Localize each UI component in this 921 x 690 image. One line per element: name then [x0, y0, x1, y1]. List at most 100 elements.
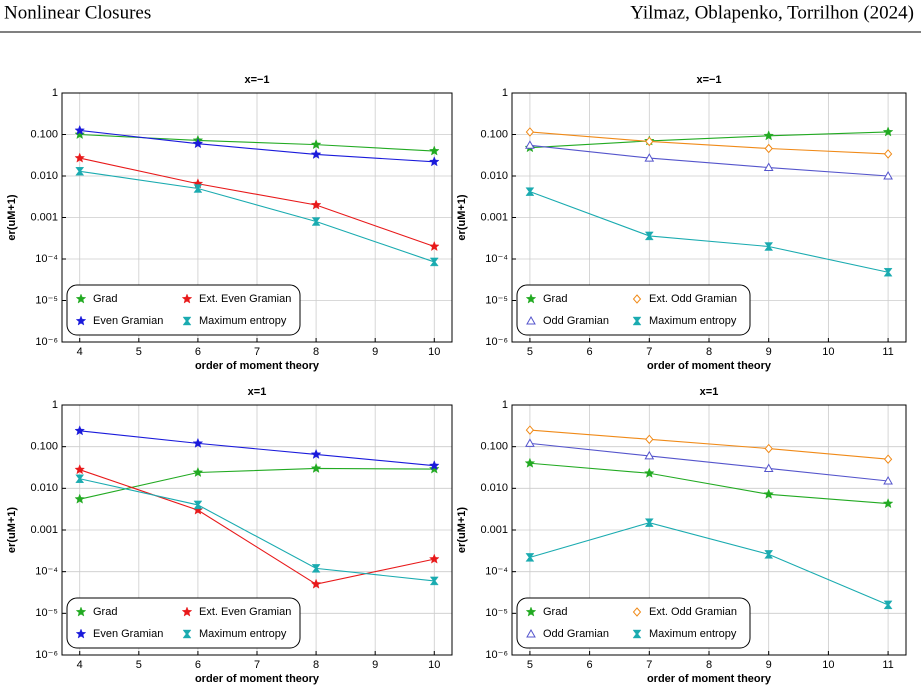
- data-point: [882, 498, 894, 509]
- chart: 10⁻⁶ 10⁻⁵ 10⁻⁴ 0.001 0.010 0.100 1 5 6 7 8 9 10 11 x=1…: [456, 386, 907, 685]
- data-point: [883, 268, 893, 277]
- data-point: [429, 257, 439, 267]
- data-point: [525, 127, 535, 137]
- x-axis-label: order of moment theory: [195, 673, 320, 685]
- data-point: [74, 493, 85, 504]
- y-tick-label: 10⁻⁵: [35, 607, 58, 619]
- x-tick-label: 8: [313, 659, 319, 671]
- y-tick-label: 0.100: [480, 441, 508, 453]
- data-point: [883, 149, 893, 159]
- legend-marker: [526, 315, 536, 325]
- data-point: [644, 467, 655, 478]
- series-line: [79, 467, 435, 500]
- data-point: [193, 500, 203, 510]
- y-tick-label: 0.010: [480, 170, 508, 182]
- data-point: [764, 143, 773, 154]
- y-tick-label: 0.010: [480, 482, 508, 494]
- plot-frame: [511, 92, 907, 343]
- chart: 10⁻⁶ 10⁻⁵ 10⁻⁴ 0.001 0.010 0.100 1 4 5 6 7 8 9 10 x=1 o…: [6, 386, 453, 685]
- y-tick-label: 10⁻⁵: [485, 294, 508, 306]
- x-tick-label: 9: [372, 346, 378, 358]
- legend-label: Ext. Even Gramian: [199, 293, 291, 305]
- x-tick-label: 7: [646, 659, 652, 671]
- legend-label: Grad: [543, 606, 567, 618]
- x-tick-label: 7: [254, 659, 260, 671]
- x-tick-label: 5: [527, 659, 533, 671]
- y-tick-label: 0.010: [30, 482, 58, 494]
- y-tick-label: 0.100: [30, 441, 58, 453]
- data-point: [429, 145, 440, 156]
- y-tick-label: 1: [502, 399, 508, 411]
- data-point: [525, 438, 535, 447]
- data-point: [429, 576, 439, 586]
- legend-marker: [75, 315, 87, 326]
- legend-marker: [526, 628, 536, 638]
- data-point: [883, 454, 893, 464]
- data-point: [525, 140, 535, 149]
- y-axis-label: er(uM+1): [6, 507, 18, 553]
- data-point: [764, 550, 774, 559]
- y-tick-label: 0.001: [480, 211, 508, 223]
- x-tick-label: 6: [587, 659, 593, 671]
- series-line: [79, 430, 435, 467]
- data-point: [192, 466, 204, 477]
- x-tick-label: 8: [706, 346, 712, 358]
- legend-marker: [75, 293, 87, 304]
- chart-title: x=1: [700, 386, 719, 398]
- x-tick-label: 9: [766, 346, 772, 358]
- legend-marker: [632, 294, 642, 304]
- legend-label: Ext. Odd Gramian: [649, 293, 737, 305]
- y-tick-label: 0.001: [30, 211, 58, 223]
- data-point: [763, 130, 774, 141]
- x-tick-label: 5: [527, 346, 533, 358]
- chart: 10⁻⁶ 10⁻⁵ 10⁻⁴ 0.001 0.010 0.100 1 4 5 6 7 8 9 10 x=−1…: [6, 74, 453, 372]
- data-point: [883, 475, 893, 485]
- data-point: [429, 460, 440, 471]
- data-point: [429, 240, 440, 251]
- data-point: [644, 518, 654, 527]
- legend-label: Maximum entropy: [199, 315, 287, 327]
- data-point: [74, 124, 85, 135]
- series-line: [79, 170, 435, 263]
- y-axis-label: er(uM+1): [456, 194, 468, 240]
- y-tick-label: 0.001: [480, 524, 508, 536]
- data-point: [645, 136, 654, 147]
- legend-label: Grad: [543, 293, 567, 305]
- series-line: [79, 469, 435, 585]
- data-point: [193, 184, 203, 193]
- y-tick-label: 10⁻⁴: [35, 566, 58, 578]
- legend-box: [516, 284, 751, 336]
- data-point: [644, 153, 655, 162]
- x-tick-label: 9: [766, 659, 772, 671]
- x-tick-label: 6: [195, 659, 201, 671]
- data-point: [74, 425, 85, 436]
- legend-marker: [632, 629, 642, 639]
- series-line: [79, 478, 435, 582]
- data-point: [429, 156, 440, 167]
- x-axis-label: order of moment theory: [647, 673, 772, 685]
- x-tick-label: 9: [372, 659, 378, 671]
- data-point: [883, 170, 893, 180]
- chart-title: x=−1: [696, 74, 721, 86]
- x-tick-label: 10: [822, 346, 834, 358]
- x-tick-label: 7: [254, 346, 260, 358]
- legend-label: Maximum entropy: [649, 628, 737, 640]
- legend-marker: [181, 293, 193, 304]
- series-line: [529, 522, 889, 606]
- legend-label: Even Gramian: [93, 315, 163, 327]
- data-point: [763, 162, 774, 172]
- x-tick-label: 11: [882, 346, 893, 358]
- x-tick-label: 5: [136, 346, 142, 358]
- legend-marker: [525, 606, 537, 617]
- x-tick-label: 7: [646, 346, 652, 358]
- data-point: [192, 138, 204, 149]
- y-tick-label: 10⁻⁶: [35, 336, 58, 348]
- legend-label: Grad: [93, 293, 117, 305]
- series-line: [79, 157, 435, 248]
- data-point: [524, 457, 536, 468]
- series-line: [79, 129, 435, 163]
- data-point: [764, 443, 773, 454]
- y-tick-label: 0.100: [480, 128, 508, 140]
- legend-marker: [75, 628, 87, 639]
- x-tick-label: 10: [428, 659, 440, 671]
